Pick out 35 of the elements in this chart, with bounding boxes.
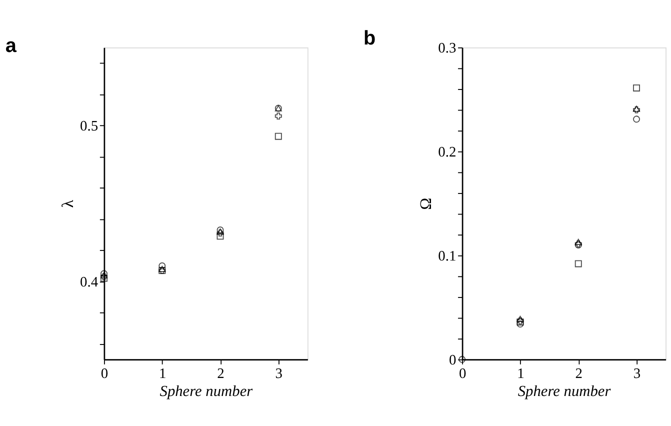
point: [574, 260, 582, 268]
point: [516, 316, 524, 322]
y-axis-title: Ω: [416, 198, 435, 210]
chart-title: a: [5, 34, 18, 57]
point: [100, 270, 108, 278]
y-tick-label: 0.5: [80, 118, 98, 134]
y-tick-label: 0.2: [438, 144, 456, 160]
point: [216, 232, 224, 240]
y-tick-label: 0: [448, 352, 456, 368]
point: [274, 112, 282, 120]
point: [216, 230, 224, 237]
chart-title: b: [364, 28, 376, 50]
x-tick-label: 3: [633, 366, 641, 382]
x-tick-label: 0: [458, 366, 466, 382]
point: [633, 84, 640, 92]
point: [633, 116, 640, 123]
x-tick-label: 3: [275, 366, 282, 382]
y-tick-label: 0.4: [80, 274, 98, 290]
point: [274, 132, 282, 140]
point: [516, 320, 524, 328]
point: [100, 272, 108, 278]
x-axis-title: Sphere number: [518, 383, 612, 400]
x-tick-label: 2: [575, 366, 582, 382]
y-axis-title: λ: [58, 200, 77, 208]
x-tick-label: 1: [517, 366, 524, 382]
point: [574, 238, 582, 245]
x-tick-label: 1: [158, 366, 166, 382]
y-tick-label: 0.3: [438, 40, 456, 56]
y-tick-label: 0.1: [438, 248, 456, 264]
point: [158, 262, 166, 270]
x-tick-label: 2: [217, 366, 224, 382]
x-tick-label: 0: [100, 366, 108, 382]
point: [216, 228, 224, 235]
x-axis-title: Sphere number: [160, 383, 254, 400]
point: [216, 226, 224, 234]
